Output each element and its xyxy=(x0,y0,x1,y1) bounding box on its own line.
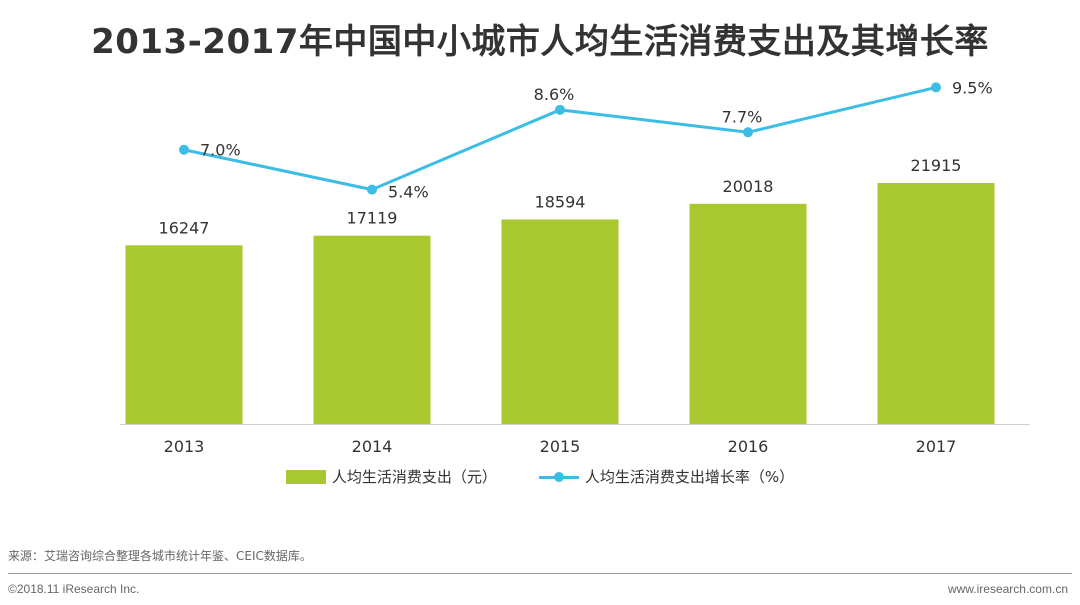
x-tick-label-2016: 2016 xyxy=(728,437,769,456)
chart: 16247 2013 17119 2014 18594 2015 20018 2016 2191… xyxy=(120,78,1030,456)
bar-value-label-2017: 21915 xyxy=(911,156,962,175)
bar-2014 xyxy=(313,235,431,424)
legend-item-bar: 人均生活消费支出（元） xyxy=(285,466,497,487)
legend-line-label: 人均生活消费支出增长率（%） xyxy=(584,468,795,486)
chart-title: 2013-2017年中国中小城市人均生活消费支出及其增长率 xyxy=(91,22,989,62)
bar-2016 xyxy=(689,203,807,424)
growth-rate-label-2015: 8.6% xyxy=(534,85,575,104)
growth-rate-point-2017 xyxy=(931,82,941,93)
x-tick-label-2015: 2015 xyxy=(540,437,581,456)
legend-line-swatch xyxy=(538,470,579,484)
bar-2013 xyxy=(125,245,243,424)
legend-bar-label: 人均生活消费支出（元） xyxy=(331,468,497,486)
legend: 人均生活消费支出（元） 人均生活消费支出增长率（%） xyxy=(0,466,1080,487)
growth-rate-label-2017: 9.5% xyxy=(952,78,993,97)
x-tick-label-2013: 2013 xyxy=(164,437,205,456)
footer-divider xyxy=(8,573,1072,574)
bar-value-label-2014: 17119 xyxy=(347,209,398,228)
footer-copyright: ©2018.11 iResearch Inc. xyxy=(8,582,140,596)
bar-value-label-2013: 16247 xyxy=(159,218,210,237)
growth-rate-point-2016 xyxy=(743,127,753,138)
growth-rate-point-2014 xyxy=(367,184,377,195)
footer-website: www.iresearch.com.cn xyxy=(947,582,1068,596)
source-note: 来源：艾瑞咨询综合整理各城市统计年鉴、CEIC数据库。 xyxy=(8,549,312,563)
bar-2015 xyxy=(501,219,619,424)
growth-rate-point-2013 xyxy=(179,144,189,155)
growth-rate-label-2016: 7.7% xyxy=(722,107,763,126)
growth-rate-point-2015 xyxy=(555,104,565,115)
bar-2017 xyxy=(877,182,995,424)
x-tick-label-2017: 2017 xyxy=(916,437,957,456)
legend-item-line: 人均生活消费支出增长率（%） xyxy=(538,466,795,487)
bar-value-label-2015: 18594 xyxy=(535,192,586,211)
x-tick-label-2014: 2014 xyxy=(352,437,393,456)
growth-rate-label-2013: 7.0% xyxy=(200,141,241,160)
legend-bar-swatch xyxy=(285,469,326,484)
growth-rate-label-2014: 5.4% xyxy=(388,183,429,202)
bar-value-label-2016: 20018 xyxy=(723,177,774,196)
